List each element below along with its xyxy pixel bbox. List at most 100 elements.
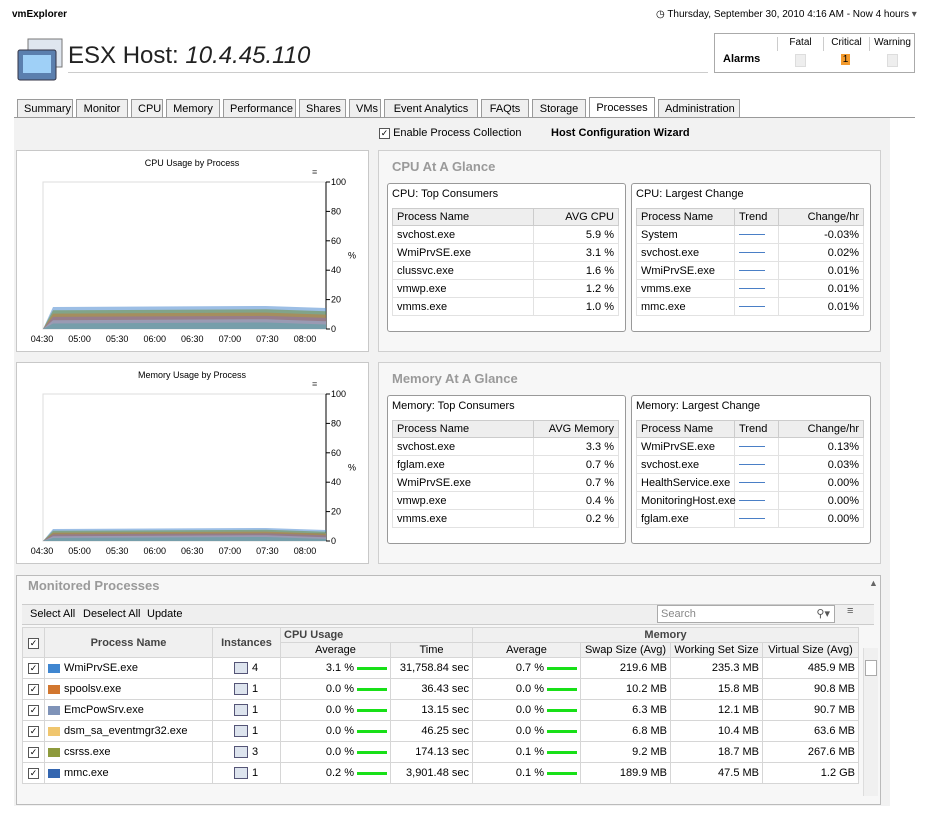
row: clussvc.exe 1.6 % [392, 261, 619, 280]
wizard-link[interactable]: Host Configuration Wizard [551, 127, 690, 139]
cell: 0.7 % [472, 657, 582, 679]
checkbox[interactable]: ✓ [28, 768, 39, 779]
process-row: ✓ mmc.exe 1 0.2 % 3,901.48 sec 0.1 % 189.9 MB 4… [22, 762, 860, 784]
instances: 1 [212, 720, 281, 742]
name[interactable]: EmcPowSrv.exe [64, 704, 144, 716]
sparkline [739, 464, 765, 466]
instance-icon[interactable] [234, 662, 248, 675]
value: 0.1 % [515, 767, 545, 779]
tab[interactable]: Shares [299, 99, 346, 117]
tab[interactable]: Administration [658, 99, 740, 117]
tab[interactable]: Performance [223, 99, 296, 117]
name[interactable]: dsm_sa_eventmgr32.exe [64, 725, 188, 737]
instance-icon[interactable] [234, 725, 248, 738]
collapse-icon[interactable]: ▲ [869, 578, 878, 588]
row: vmwp.exe 1.2 % [392, 279, 619, 298]
name[interactable]: csrss.exe [64, 746, 111, 758]
instance-count: 1 [252, 724, 259, 737]
checkbox[interactable]: ✓ [379, 128, 390, 139]
host-name: 10.4.45.110 [185, 42, 311, 69]
tab[interactable]: Summary [17, 99, 73, 117]
value: 10.4 MB [718, 725, 760, 737]
value: 0.2 % [533, 509, 619, 528]
tab[interactable]: Processes [589, 97, 655, 118]
glance-table: Process Name AVG Memory svchost.exe 3.3 % fg… [392, 420, 619, 528]
y-tick-label: 60 [331, 448, 341, 458]
process-table: ✓ Process Name Instances CPU Usage Memory Ave… [22, 627, 860, 784]
value: 3.1 % [325, 662, 354, 674]
sub-title: CPU: Largest Change [636, 188, 744, 200]
tab[interactable]: VMs [349, 99, 381, 117]
search-box[interactable]: Search ⚲▾ [657, 605, 835, 623]
y-tick-label: 20 [331, 295, 341, 305]
value: 189.9 MB [619, 767, 668, 779]
tab[interactable]: FAQts [481, 99, 529, 117]
process-name: mmc.exe [44, 762, 213, 784]
checkbox[interactable]: ✓ [28, 637, 39, 649]
tab[interactable]: Memory [166, 99, 220, 117]
name[interactable]: mmc.exe [64, 767, 109, 779]
checkbox[interactable]: ✓ [28, 705, 39, 716]
color-swatch [48, 747, 60, 757]
y-tick-label: 40 [331, 265, 341, 275]
group-header-row: ✓ Process Name Instances CPU Usage Memory [22, 627, 860, 658]
usage-bar [357, 729, 387, 733]
tab[interactable]: Storage [532, 99, 586, 117]
enable-collection[interactable]: ✓ Enable Process Collection [379, 127, 521, 139]
usage-bar [357, 771, 387, 775]
value: 3,901.48 sec [406, 767, 470, 779]
cell: 46.25 sec [389, 720, 474, 742]
instance-icon[interactable] [234, 746, 248, 759]
x-tick-label: 05:00 [68, 546, 91, 556]
time-range[interactable]: ◷ Thursday, September 30, 2010 4:16 AM -… [656, 9, 917, 20]
title-rule [68, 72, 708, 73]
toolbar-button[interactable]: Deselect All [83, 608, 141, 620]
instance-icon[interactable] [234, 704, 248, 717]
usage-bar [357, 687, 387, 691]
alarm-count [887, 54, 898, 67]
process-name: fglam.exe [392, 455, 534, 474]
tab[interactable]: CPU [131, 99, 163, 117]
scroll-thumb[interactable] [865, 660, 877, 676]
column-header: Process Name [392, 208, 534, 226]
search-placeholder: Search [661, 608, 696, 620]
tab[interactable]: Monitor [76, 99, 128, 117]
column-header: Process Name [44, 627, 213, 658]
instance-icon[interactable] [234, 767, 248, 780]
cpu-chart-panel: CPU Usage by Process ≡ 0 20 40 60 80 100% 04:30 0… [16, 150, 369, 352]
checkbox[interactable]: ✓ [28, 663, 39, 674]
toolbar-button[interactable]: Select All [30, 608, 76, 620]
instance-icon[interactable] [234, 683, 248, 696]
name[interactable]: spoolsv.exe [64, 683, 122, 695]
row: svchost.exe 0.02% [636, 243, 864, 262]
value: 9.2 MB [632, 746, 668, 758]
sub-title: Memory: Top Consumers [392, 400, 515, 412]
trend [734, 225, 779, 244]
scrollbar[interactable] [863, 648, 878, 796]
value: 0.02% [778, 243, 864, 262]
x-tick-label: 06:00 [143, 334, 166, 344]
checkbox[interactable]: ✓ [28, 747, 39, 758]
search-icon: ⚲▾ [816, 608, 830, 620]
value: 1.6 % [533, 261, 619, 280]
column-header: AVG Memory [533, 420, 619, 438]
value: 3.1 % [533, 243, 619, 262]
name[interactable]: WmiPrvSE.exe [64, 662, 138, 674]
trend [734, 243, 779, 262]
checkbox[interactable]: ✓ [28, 684, 39, 695]
chart-title: Memory Usage by Process [138, 370, 247, 380]
sub-title: CPU: Top Consumers [392, 188, 499, 200]
value: 0.13% [778, 437, 864, 456]
tab[interactable]: Event Analytics [384, 99, 478, 117]
x-tick-label: 08:00 [294, 334, 317, 344]
cpu-chart: CPU Usage by Process ≡ 0 20 40 60 80 100% 04:30 0… [31, 158, 356, 344]
change-panel: CPU: Largest Change Process Name Trend Chan… [631, 183, 871, 332]
row: System -0.03% [636, 225, 864, 244]
sub-title: Memory: Largest Change [636, 400, 761, 412]
column-header: Average [472, 642, 582, 658]
sparkline [739, 306, 765, 308]
select-all-cell: ✓ [22, 627, 45, 658]
toolbar-button[interactable]: Update [147, 608, 183, 620]
checkbox[interactable]: ✓ [28, 726, 39, 737]
instance-count: 4 [252, 661, 259, 674]
